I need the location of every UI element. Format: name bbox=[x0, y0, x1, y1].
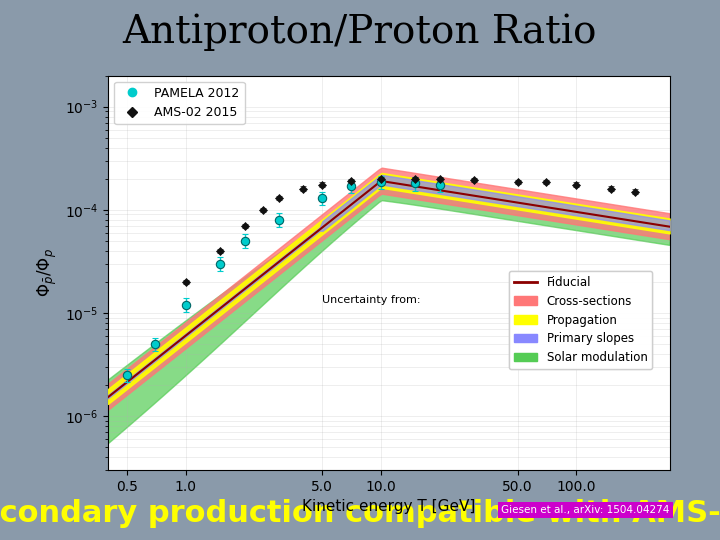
Y-axis label: $\Phi_{\bar{p}} / \Phi_p$: $\Phi_{\bar{p}} / \Phi_p$ bbox=[36, 248, 59, 297]
Text: Secondary production compatible with AMS-02: Secondary production compatible with AMS… bbox=[0, 498, 720, 528]
Legend: Fiducial, Cross-sections, Propagation, Primary slopes, Solar modulation: Fiducial, Cross-sections, Propagation, P… bbox=[509, 271, 652, 369]
Text: Uncertainty from:: Uncertainty from: bbox=[323, 295, 420, 305]
X-axis label: Kinetic energy T [GeV]: Kinetic energy T [GeV] bbox=[302, 499, 475, 514]
Text: Antiproton/Proton Ratio: Antiproton/Proton Ratio bbox=[122, 14, 598, 51]
Text: Giesen et al., arXiv: 1504.04274: Giesen et al., arXiv: 1504.04274 bbox=[501, 505, 670, 515]
